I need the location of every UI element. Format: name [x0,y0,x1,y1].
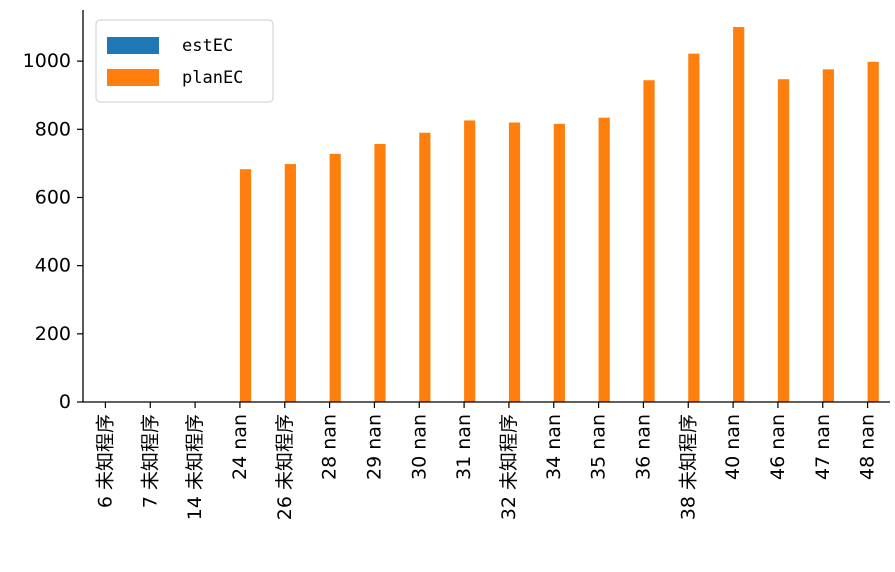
x-tick-label: 6 未知程序 [94,414,116,508]
y-tick-label: 400 [35,255,71,277]
x-tick-label: 47 nan [812,414,834,480]
x-tick-label: 30 nan [408,414,430,480]
bar-planEC [867,61,879,403]
bar-planEC [688,53,700,402]
x-tick-label: 34 nan [543,414,565,480]
legend-swatch-planEC [107,69,159,86]
bar-planEC [374,143,386,402]
bar-planEC [329,153,341,402]
x-tick-label: 40 nan [722,414,744,480]
bar-planEC [284,164,296,402]
x-tick-label: 46 nan [767,414,789,480]
bar-planEC [598,117,610,403]
y-tick-label: 0 [59,391,71,413]
bar-planEC [508,122,521,403]
y-tick-label: 1000 [23,50,71,72]
y-tick-label: 200 [35,323,71,345]
x-tick-label: 36 nan [632,414,654,480]
y-axis: 0 200 400 600 800 1000 [23,10,84,413]
legend-label-planEC: planEC [182,68,243,88]
bar-planEC [777,79,790,402]
x-tick-label: 26 未知程序 [274,414,296,520]
x-tick-label: 35 nan [588,414,610,480]
bar-planEC [419,132,431,402]
x-tick-label: 14 未知程序 [184,414,206,520]
bar-planEC [464,120,476,402]
bar-planEC [553,123,565,402]
bar-planEC [239,169,252,402]
y-tick-label: 800 [35,118,71,140]
x-tick-label: 29 nan [363,414,385,480]
x-tick-label: 28 nan [319,414,341,480]
bar-planEC [822,69,834,402]
legend-label-estEC: estEC [182,36,233,56]
x-axis: 6 未知程序 7 未知程序 14 未知程序 24 nan 26 未知程序 28 nan 29… [83,401,890,520]
legend-box [95,19,274,103]
x-tick-label: 7 未知程序 [139,414,161,508]
x-tick-label: 38 未知程序 [677,414,699,520]
x-tick-label: 24 nan [229,414,251,480]
x-tick-label: 31 nan [453,414,475,480]
bar-planEC [733,27,745,402]
x-tick-label: 32 未知程序 [498,414,520,520]
x-tick-label: 48 nan [857,414,879,480]
legend: estEC planEC [95,19,274,103]
plot-area [239,27,879,403]
legend-swatch-estEC [107,37,159,54]
bar-planEC [643,80,655,402]
y-tick-label: 600 [35,186,71,208]
